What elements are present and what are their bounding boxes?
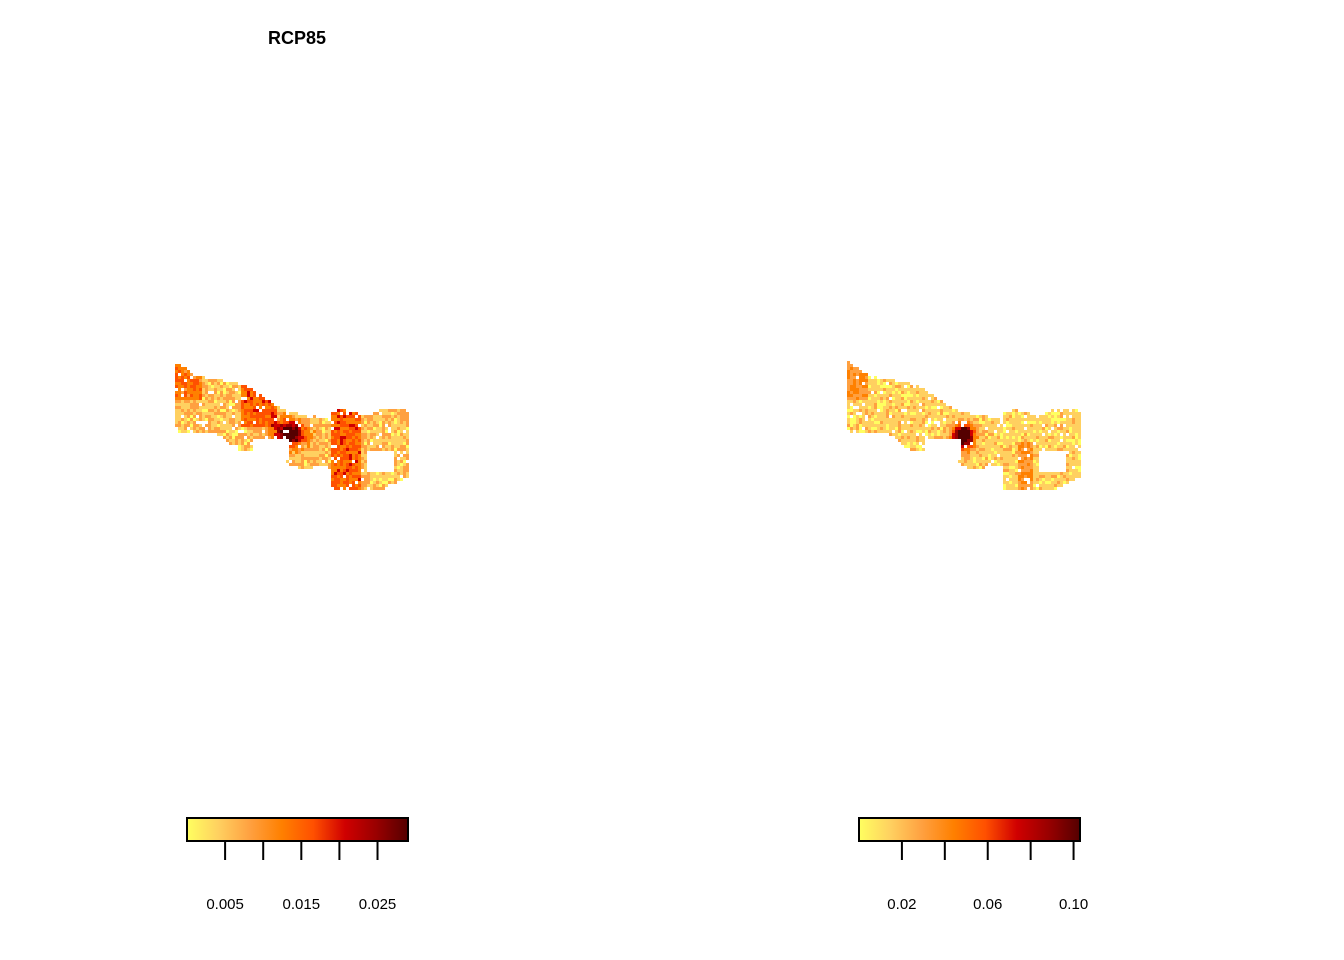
map-panel-2 xyxy=(847,361,1081,490)
legend-tick-label: 0.025 xyxy=(358,896,397,913)
legend-tick-label: 0.005 xyxy=(206,896,244,913)
panel-1-title: RCP85 xyxy=(267,28,327,48)
map-region-2 xyxy=(847,361,1081,490)
legend-tick-label: 0.10 xyxy=(1058,896,1089,913)
legend-tick-label: 0.06 xyxy=(973,896,1003,913)
legend-gradient xyxy=(186,817,409,842)
legend-bar-1 xyxy=(186,817,409,860)
legend-tick-label: 0.02 xyxy=(887,896,917,913)
map-panel-1 xyxy=(175,364,409,490)
map-region-1 xyxy=(175,364,409,490)
legend-gradient xyxy=(858,817,1081,842)
legend-bar-2 xyxy=(858,817,1081,860)
legend-tick-label: 0.015 xyxy=(282,896,321,913)
